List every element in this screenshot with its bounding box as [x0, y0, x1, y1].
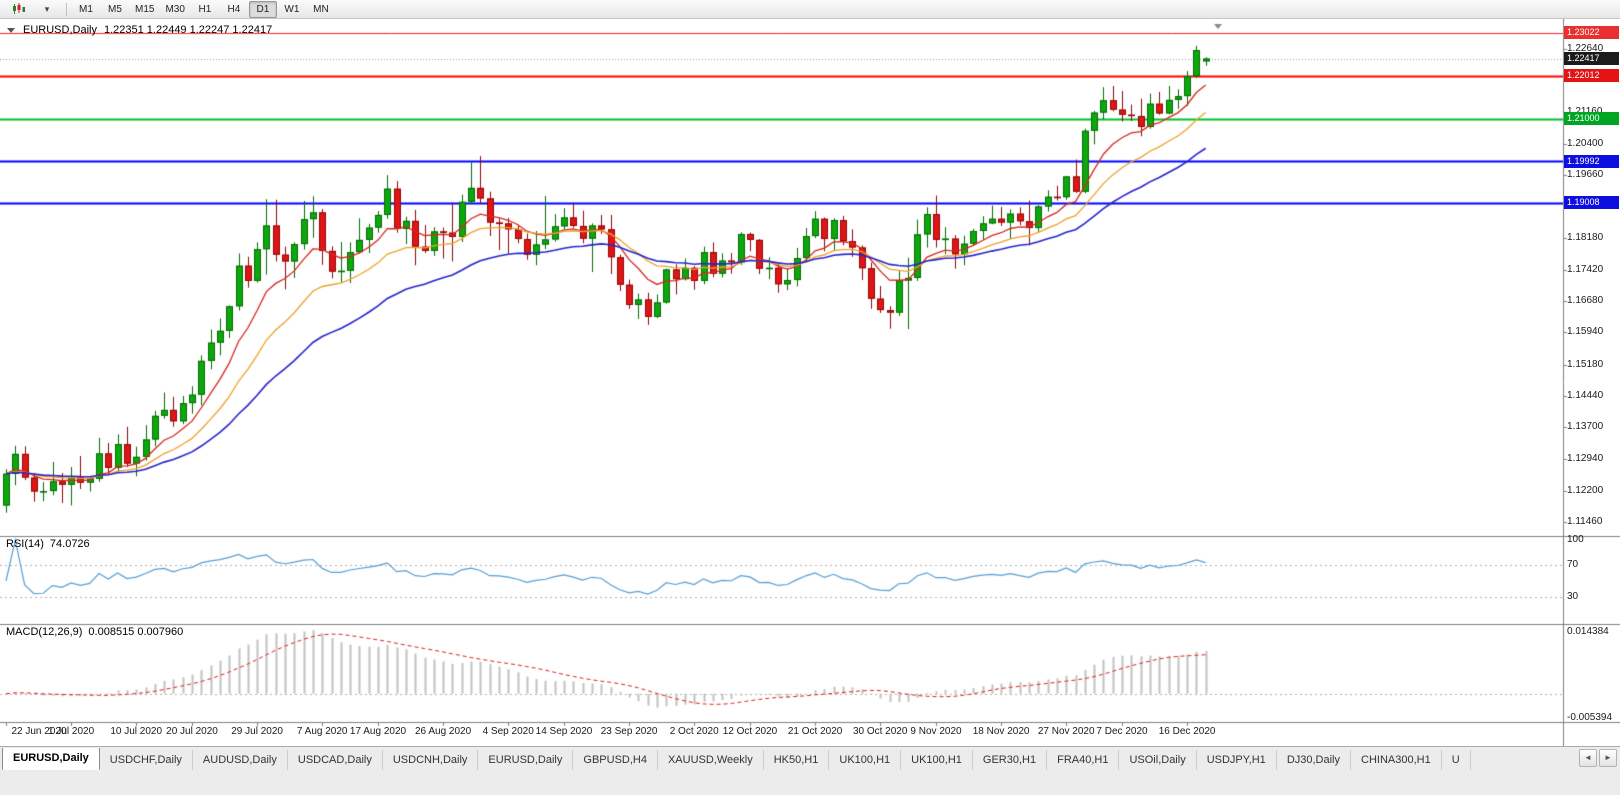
- timeframe-button-h1[interactable]: H1: [198, 3, 212, 15]
- chart-tab-usdcnh-daily[interactable]: USDCNH,Daily: [383, 750, 479, 770]
- chart-tab-eurusd-daily[interactable]: EURUSD,Daily: [2, 748, 100, 770]
- chart-tab-audusd-daily[interactable]: AUDUSD,Daily: [193, 750, 288, 770]
- timeframe-button-m30[interactable]: M30: [165, 3, 185, 15]
- chart-tab-gbpusd-h4[interactable]: GBPUSD,H4: [573, 750, 658, 770]
- timeframe-button-w1[interactable]: W1: [284, 3, 300, 15]
- chart-tab-dj30-daily[interactable]: DJ30,Daily: [1277, 750, 1351, 770]
- chart-tab-fra40-h1[interactable]: FRA40,H1: [1047, 750, 1120, 770]
- candlestick-chart-icon: [12, 3, 25, 14]
- chart-type-dropdown-button[interactable]: ▾: [33, 0, 61, 18]
- chart-tab-u[interactable]: U: [1442, 750, 1471, 770]
- timeframe-button-mn[interactable]: MN: [313, 3, 329, 15]
- chart-type-button[interactable]: [4, 0, 32, 18]
- timeframe-toolbar: ▾ M1 M5 M15 M30 H1 H4 D1 W1 MN: [0, 0, 1620, 19]
- timeframe-button-d1[interactable]: D1: [248, 0, 277, 18]
- timeframe-button-m15[interactable]: M15: [135, 3, 155, 15]
- chart-tab-usdcad-daily[interactable]: USDCAD,Daily: [288, 750, 383, 770]
- chart-tab-hk50-h1[interactable]: HK50,H1: [764, 750, 830, 770]
- chart-tab-eurusd-daily[interactable]: EURUSD,Daily: [478, 750, 574, 770]
- timeframe-button-h4[interactable]: H4: [227, 3, 241, 15]
- chart-tab-uk100-h1[interactable]: UK100,H1: [829, 750, 902, 770]
- chart-tab-bar: EURUSD,Daily USDCHF,Daily AUDUSD,Daily USDC…: [0, 746, 1620, 770]
- chart-tabs: EURUSD,Daily USDCHF,Daily AUDUSD,Daily USDC…: [2, 748, 1582, 770]
- timeframe-button-m5[interactable]: M5: [108, 3, 122, 15]
- chart-tab-china300-h1[interactable]: CHINA300,H1: [1351, 750, 1442, 770]
- chart-tab-uk100-h1[interactable]: UK100,H1: [901, 750, 973, 770]
- toolbar-separator: [66, 2, 67, 16]
- chart-window: EURUSD,Daily 1.22351 1.22449 1.22247 1.2…: [0, 19, 1620, 746]
- chart-tab-usdjpy-h1[interactable]: USDJPY,H1: [1197, 750, 1277, 770]
- chart-tab-usoil-daily[interactable]: USOil,Daily: [1119, 750, 1197, 770]
- timeframe-buttons-group: M1 M5 M15 M30 H1 H4 D1 W1 MN: [72, 0, 335, 18]
- price-chart-canvas[interactable]: [0, 19, 1620, 746]
- bottom-strip: [0, 770, 1620, 795]
- chart-tab-usdchf-daily[interactable]: USDCHF,Daily: [100, 750, 193, 770]
- chart-tab-ger30-h1[interactable]: GER30,H1: [973, 750, 1048, 770]
- timeframe-button-m1[interactable]: M1: [79, 3, 93, 15]
- tab-scroll-arrows: ◄ ►: [1579, 749, 1617, 767]
- chart-tab-xauusd-weekly[interactable]: XAUUSD,Weekly: [658, 750, 764, 770]
- tab-scroll-right-button[interactable]: ►: [1599, 749, 1617, 767]
- tab-scroll-left-button[interactable]: ◄: [1579, 749, 1597, 767]
- chevron-down-icon: ▾: [44, 4, 50, 14]
